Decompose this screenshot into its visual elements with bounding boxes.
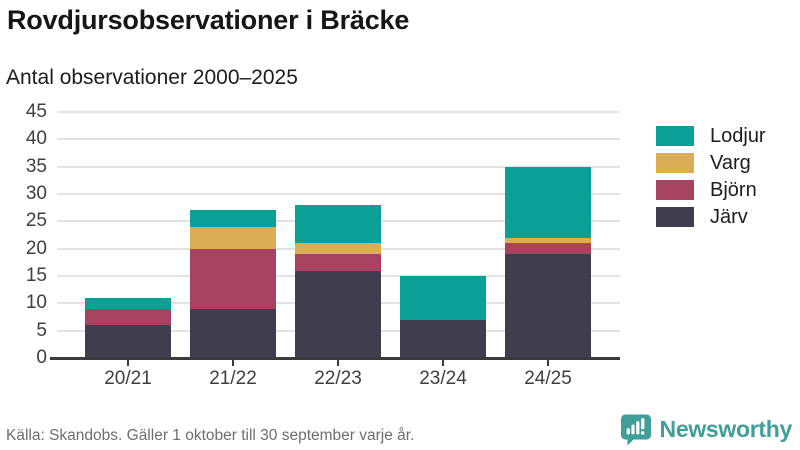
bar-segment-björn-22-23 xyxy=(295,254,381,271)
newsworthy-wordmark: Newsworthy xyxy=(659,416,793,442)
bar-segment-järv-24-25 xyxy=(505,254,591,358)
x-axis-tick xyxy=(547,359,549,366)
bar-segment-varg-24-25 xyxy=(505,237,591,244)
legend-label: Varg xyxy=(710,151,751,174)
x-axis-line xyxy=(50,357,620,360)
y-axis-tick-label: 25 xyxy=(25,210,47,232)
x-axis-tick xyxy=(232,359,234,366)
bar-segment-varg-22-23 xyxy=(295,243,381,255)
page-title: Rovdjursobservationer i Bräcke xyxy=(7,5,410,35)
bar-segment-björn-20-21 xyxy=(85,308,171,326)
x-axis-tick-label: 21/22 xyxy=(209,368,257,389)
y-axis-tick-label: 10 xyxy=(25,292,47,314)
legend-label: Lodjur xyxy=(710,124,766,147)
newsworthy-branding: Newsworthy xyxy=(619,412,792,447)
bar-segment-björn-21-22 xyxy=(190,248,276,309)
x-axis-tick-label: 20/21 xyxy=(104,368,152,389)
legend-swatch-järv xyxy=(656,207,694,227)
y-gridline-45 xyxy=(57,111,620,113)
legend-swatch-björn xyxy=(656,180,694,200)
source-note: Källa: Skandobs. Gäller 1 oktober till 3… xyxy=(6,427,415,444)
legend-swatch-varg xyxy=(656,153,694,173)
legend-label: Björn xyxy=(710,178,757,201)
legend-item-lodjur: Lodjur xyxy=(656,124,766,147)
y-gridline-35 xyxy=(57,165,620,168)
x-axis-tick xyxy=(442,359,444,366)
bar-segment-lodjur-24-25 xyxy=(505,166,591,238)
bar-segment-varg-21-22 xyxy=(190,226,276,249)
bar-segment-järv-23-24 xyxy=(400,319,486,358)
y-axis-tick-label: 15 xyxy=(25,265,47,286)
y-axis-tick-label: 35 xyxy=(25,155,47,177)
x-axis-tick-label: 24/25 xyxy=(524,368,572,389)
legend-item-björn: Björn xyxy=(656,178,766,201)
newsworthy-logo-icon xyxy=(619,412,653,447)
bar-segment-björn-24-25 xyxy=(505,243,591,255)
x-axis-tick-label: 23/24 xyxy=(419,368,467,389)
legend-swatch-lodjur xyxy=(656,126,694,146)
y-axis-tick-label: 45 xyxy=(25,101,47,122)
bar-segment-järv-20-21 xyxy=(85,325,171,358)
y-gridline-30 xyxy=(57,193,620,195)
legend-item-varg: Varg xyxy=(656,151,766,174)
y-axis-tick-label: 0 xyxy=(36,347,47,368)
y-axis-tick-label: 30 xyxy=(25,183,47,204)
chart-legend: Lodjur Varg Björn Järv xyxy=(656,124,766,228)
bar-segment-lodjur-20-21 xyxy=(85,297,171,309)
bar-segment-lodjur-23-24 xyxy=(400,276,486,320)
legend-label: Järv xyxy=(710,205,748,228)
legend-item-järv: Järv xyxy=(656,205,766,228)
chart-subtitle: Antal observationer 2000–2025 xyxy=(6,66,298,89)
x-axis-tick xyxy=(337,359,339,366)
x-axis-tick-label: 22/23 xyxy=(314,368,362,389)
bar-segment-järv-21-22 xyxy=(190,308,276,358)
y-axis-tick-label: 20 xyxy=(25,237,47,259)
y-axis-tick-label: 5 xyxy=(36,319,47,341)
x-axis-tick xyxy=(127,359,129,366)
y-gridline-40 xyxy=(57,138,620,141)
bar-segment-lodjur-22-23 xyxy=(295,204,381,244)
y-axis-tick-label: 40 xyxy=(25,128,47,150)
bar-segment-lodjur-21-22 xyxy=(190,210,276,227)
bar-segment-järv-22-23 xyxy=(295,270,381,358)
